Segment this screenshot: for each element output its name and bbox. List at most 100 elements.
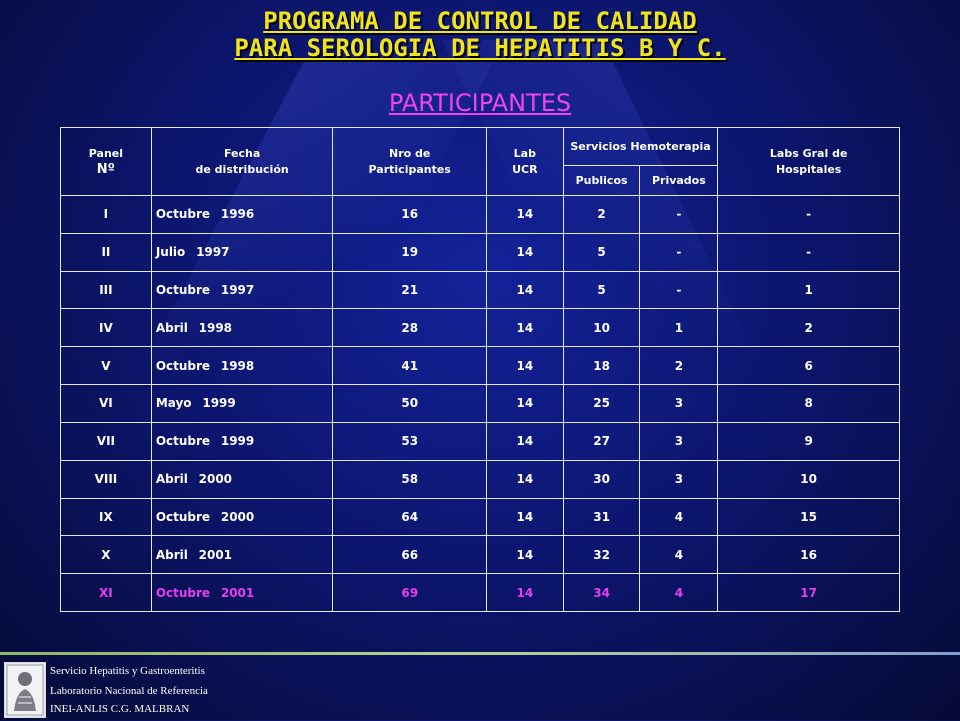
cell-privados: 4 (639, 535, 719, 575)
cell-participantes: 16 (332, 195, 487, 234)
cell-publicos: 25 (562, 384, 641, 423)
cell-hospitales: 17 (717, 573, 900, 612)
page-subtitle: PARTICIPANTES (388, 89, 572, 117)
cell-participantes: 21 (332, 270, 487, 310)
cell-lab-ucr: 14 (485, 232, 564, 272)
header-publicos: Publicos (562, 165, 641, 196)
cell-panel: XI (60, 573, 152, 612)
cell-fecha-year: 2001 (220, 585, 255, 600)
footer-service-name: Servicio Hepatitis y Gastroenteritis (50, 665, 205, 677)
cell-privados: 1 (639, 308, 719, 348)
table-row: VII Octubre 1999 53 14 27 3 9 (60, 421, 900, 461)
cell-publicos: 30 (562, 459, 641, 499)
cell-hospitales: - (717, 195, 900, 234)
cell-fecha: Octubre 2001 (150, 573, 334, 612)
cell-panel: V (60, 346, 152, 386)
cell-fecha-year: 2001 (198, 547, 233, 562)
cell-panel: IV (60, 308, 152, 348)
cell-hospitales: 1 (717, 270, 900, 310)
cell-lab-ucr: 14 (485, 573, 564, 612)
footer-institute-name: INEI-ANLIS C.G. MALBRAN (50, 703, 190, 715)
footer-divider (0, 652, 960, 655)
cell-privados: 3 (639, 459, 719, 499)
table-row: VI Mayo 1999 50 14 25 3 8 (60, 384, 900, 423)
cell-participantes: 69 (332, 573, 487, 612)
header-lab-ucr: Lab UCR (485, 127, 564, 196)
cell-panel: II (60, 232, 152, 272)
cell-publicos: 31 (562, 497, 641, 537)
cell-panel: VII (60, 421, 152, 461)
table-row: II Julio 1997 19 14 5- - (60, 232, 900, 272)
cell-fecha-year: 1998 (220, 358, 255, 373)
table-row: X Abril 2001 66 14 32 4 16 (60, 535, 900, 575)
cell-lab-ucr: 14 (485, 308, 564, 348)
cell-hospitales: 9 (717, 421, 900, 461)
header-labs-label: Labs Gral de (769, 146, 848, 160)
cell-fecha: Octubre 2000 (150, 497, 334, 537)
cell-privados: - (639, 232, 719, 272)
cell-panel: VIII (60, 459, 152, 499)
participants-table: Panel Nº Fecha de distribución Nro de Pa… (60, 127, 900, 612)
institution-logo-icon (4, 662, 46, 718)
cell-fecha-year: 2000 (220, 509, 255, 524)
cell-fecha-month: Octubre (155, 207, 211, 222)
cell-fecha-month: Abril (155, 320, 188, 335)
cell-fecha: Octubre 1996 (150, 195, 334, 234)
cell-privados: 4 (639, 497, 719, 537)
table-row: XI Octubre 2001 69 14 34 4 17 (60, 573, 900, 612)
cell-fecha-month: Abril (155, 547, 188, 562)
cell-fecha-month: Abril (155, 472, 188, 487)
cell-panel: X (60, 535, 152, 575)
cell-publicos: 27 (562, 421, 641, 461)
header-lab-label: Lab (513, 146, 536, 160)
page-title-line-2: PARA SEROLOGIA DE HEPATITIS B Y C. (234, 34, 726, 62)
table-row: I Octubre 1996 16 14 2- - (60, 195, 900, 234)
header-panel-number-label: Nº (96, 161, 116, 177)
cell-participantes: 50 (332, 384, 487, 423)
cell-privados: 4 (639, 573, 719, 612)
header-ucr-label: UCR (512, 162, 538, 176)
cell-privados: - (639, 195, 719, 234)
cell-privados: 3 (639, 384, 719, 423)
cell-panel: VI (60, 384, 152, 423)
cell-privados: - (639, 270, 719, 310)
cell-panel: I (60, 195, 152, 234)
cell-participantes: 58 (332, 459, 487, 499)
cell-fecha-year: 1997 (196, 245, 230, 260)
cell-lab-ucr: 14 (485, 421, 564, 461)
cell-lab-ucr: 14 (485, 497, 564, 537)
cell-lab-ucr: 14 (485, 535, 564, 575)
cell-hospitales: 10 (717, 459, 900, 499)
cell-fecha-month: Julio (155, 245, 186, 260)
institution-logo-graphic (6, 664, 44, 716)
footer-lab-name: Laboratorio Nacional de Referencia (50, 685, 208, 697)
header-labs-hospitales: Labs Gral de Hospitales (717, 127, 900, 196)
cell-fecha: Abril 2001 (150, 535, 334, 575)
cell-fecha-year: 1997 (220, 283, 255, 298)
header-participantes-sublabel: Participantes (368, 162, 451, 176)
header-hospitales-label: Hospitales (775, 162, 842, 176)
cell-fecha-year: 1999 (202, 396, 236, 411)
cell-fecha: Mayo 1999 (150, 384, 334, 423)
cell-fecha-year: 1996 (220, 207, 255, 222)
cell-publicos: 5 (562, 232, 641, 272)
header-participantes-label: Nro de (389, 146, 431, 160)
header-panel: Panel Nº (60, 127, 152, 196)
cell-hospitales: 16 (717, 535, 900, 575)
cell-participantes: 28 (332, 308, 487, 348)
cell-lab-ucr: 14 (485, 346, 564, 386)
cell-hospitales: 8 (717, 384, 900, 423)
cell-hospitales: 2 (717, 308, 900, 348)
header-servicios-hemoterapia: Servicios Hemoterapia (562, 127, 719, 166)
cell-lab-ucr: 14 (485, 459, 564, 499)
cell-panel: III (60, 270, 152, 310)
cell-publicos: 34 (562, 573, 641, 612)
cell-fecha: Octubre 1999 (150, 421, 334, 461)
cell-publicos: 10 (562, 308, 641, 348)
cell-lab-ucr: 14 (485, 384, 564, 423)
cell-lab-ucr: 14 (485, 195, 564, 234)
cell-fecha-year: 2000 (198, 472, 233, 487)
cell-fecha-month: Octubre (155, 358, 211, 373)
cell-fecha: Julio 1997 (150, 232, 334, 272)
table-row: III Octubre 1997 21 14 5-1 (60, 270, 900, 310)
